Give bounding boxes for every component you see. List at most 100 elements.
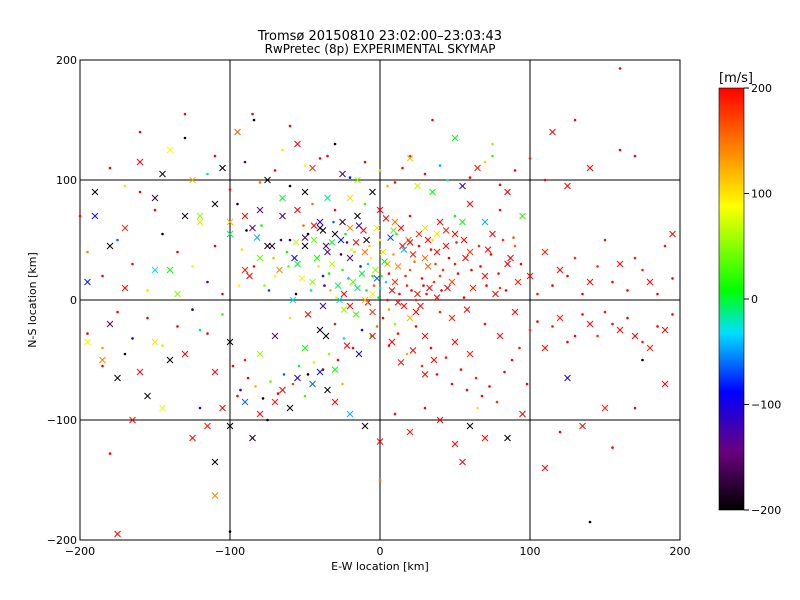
data-point-dot [453,214,457,218]
data-point-dot [611,446,614,449]
data-point-dot [294,292,298,296]
data-point-dot [551,325,554,328]
data-point-dot [408,214,412,218]
data-point-x [372,266,379,274]
data-point-x [444,284,451,292]
data-point-x [346,302,354,310]
data-point-x [579,422,586,430]
data-point-x [541,464,549,472]
data-point-x [226,230,234,238]
data-point-x [451,338,459,346]
data-point-dot [480,394,484,398]
data-point-x [84,338,91,346]
data-point-dot [243,160,247,164]
data-point-dot [438,164,442,167]
data-point-dot [108,452,112,455]
data-point-dot [254,385,257,388]
data-point-x [586,278,594,286]
data-point-dot [161,232,164,236]
data-point-x [481,434,489,442]
data-point-dot [261,397,265,400]
data-point-dot [488,385,491,388]
data-point-x [304,311,312,318]
data-point-x [526,272,534,280]
data-point-dot [633,256,637,260]
data-point-dot [221,292,224,296]
data-point-x [394,263,402,270]
data-point-x [466,248,474,256]
data-point-x [586,320,594,328]
data-point-x [294,206,301,214]
data-point-dot [191,308,194,311]
data-point-dot [146,316,149,320]
data-point-dot [333,322,337,326]
data-point-x [442,227,450,234]
data-point-x [319,302,327,310]
data-point-x [204,422,211,430]
data-point-dot [183,112,187,116]
data-point-dot [611,322,614,326]
data-point-x [234,128,241,136]
plot-area: −200 −100 0 100 200 −200 −100 0 100 200 [47,54,691,558]
data-point-x [324,194,331,202]
data-point-x [504,260,511,268]
data-point-dot [336,358,340,362]
data-point-dot [474,376,478,380]
data-point-dot [191,265,194,268]
data-point-x [460,236,468,244]
data-point-x [337,236,345,244]
data-point-dot [573,256,577,260]
data-point-dot [596,334,599,338]
data-point-dot [543,178,547,182]
data-point-x [256,254,264,262]
data-point-dot [510,358,514,362]
data-point-dot [372,284,376,287]
data-point-dot [611,280,614,284]
data-point-dot [333,142,337,146]
data-point-dot [146,289,149,292]
data-point-dot [101,364,104,368]
data-point-dot [266,418,269,422]
data-point-x [586,164,594,172]
data-point-dot [393,181,397,184]
data-point-x [519,212,526,220]
data-point-x [99,356,106,364]
data-point-x [376,438,384,445]
data-point-x [489,230,496,238]
data-point-x [355,222,363,229]
data-point-dot [236,394,239,398]
data-point-dot [344,232,347,236]
data-point-dot [387,308,391,311]
data-point-dot [420,277,424,280]
data-point-x [463,306,471,313]
data-point-x [166,266,174,274]
data-point-x [496,332,504,340]
data-point-x [400,302,408,310]
data-point-dot [309,289,313,292]
data-point-dot [536,320,539,323]
data-point-x [256,350,264,358]
data-point-x [91,212,99,220]
data-point-x [409,251,417,258]
data-point-dot [656,292,659,296]
data-point-dot [78,214,82,218]
data-point-dot [288,316,292,320]
data-point-dot [393,322,397,326]
data-point-x [256,206,264,214]
data-point-dot [434,262,437,266]
data-point-x [322,242,330,250]
data-point-x [400,246,408,253]
data-point-x [339,218,346,226]
data-point-dot [279,238,283,242]
data-point-x [264,176,271,184]
data-point-dot [483,322,487,326]
data-point-x [292,239,300,246]
data-point-x [346,194,354,202]
data-point-x [394,299,402,306]
data-point-dot [393,412,397,416]
data-point-x [279,212,286,220]
data-point-x [196,218,204,226]
data-point-dot [405,284,409,287]
data-point-dot [429,346,433,350]
data-point-x [136,158,144,166]
